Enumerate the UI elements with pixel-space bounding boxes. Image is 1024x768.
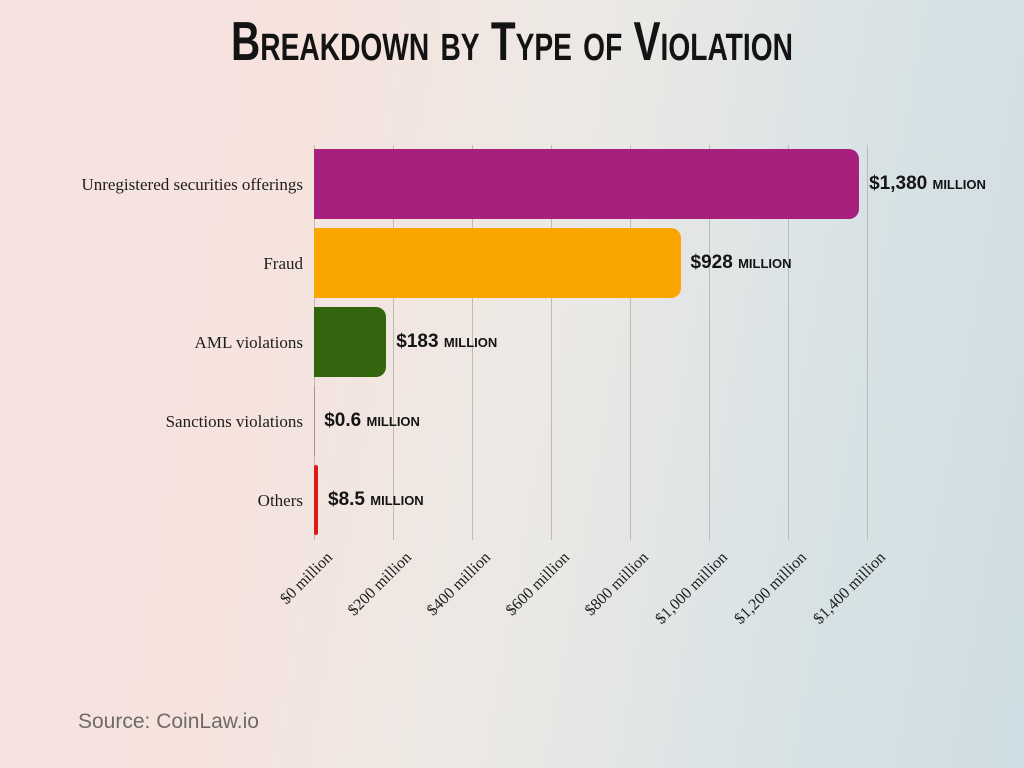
- gridline: [788, 145, 789, 540]
- bar-row: $928 million: [314, 224, 914, 303]
- category-axis: Unregistered securities offerings Fraud AM…: [0, 145, 303, 540]
- bar-row: $183 million: [314, 303, 914, 382]
- source-text: Source: CoinLaw.io: [78, 710, 259, 733]
- bar-row: $8.5 million: [314, 461, 914, 540]
- gridline: [472, 145, 473, 540]
- gridline: [551, 145, 552, 540]
- gridline: [630, 145, 631, 540]
- value-label: $928 million: [690, 252, 792, 273]
- category-label: Sanctions violations: [165, 411, 303, 431]
- value-label: $8.5 million: [328, 489, 424, 510]
- gridline: [709, 145, 710, 540]
- gridline: [393, 145, 394, 540]
- value-label: $183 million: [396, 331, 498, 352]
- category-label: AML violations: [194, 332, 303, 352]
- category-label: Others: [257, 490, 303, 510]
- category-label: Unregistered securities offerings: [81, 174, 303, 194]
- bar: [314, 307, 387, 377]
- bar: [314, 228, 681, 298]
- bar-row: $0.6 million: [314, 382, 914, 461]
- bar: [314, 149, 860, 219]
- bar: [314, 465, 318, 535]
- plot-area: $1,380 million $928 million $183 million $0…: [314, 145, 986, 540]
- chart-title: Breakdown by Type of Violation: [231, 10, 793, 72]
- gridline: [867, 145, 868, 540]
- value-label: $0.6 million: [324, 410, 420, 431]
- category-label: Fraud: [263, 253, 303, 273]
- bar-row: $1,380 million: [314, 145, 986, 224]
- value-label: $1,380 million: [869, 173, 986, 194]
